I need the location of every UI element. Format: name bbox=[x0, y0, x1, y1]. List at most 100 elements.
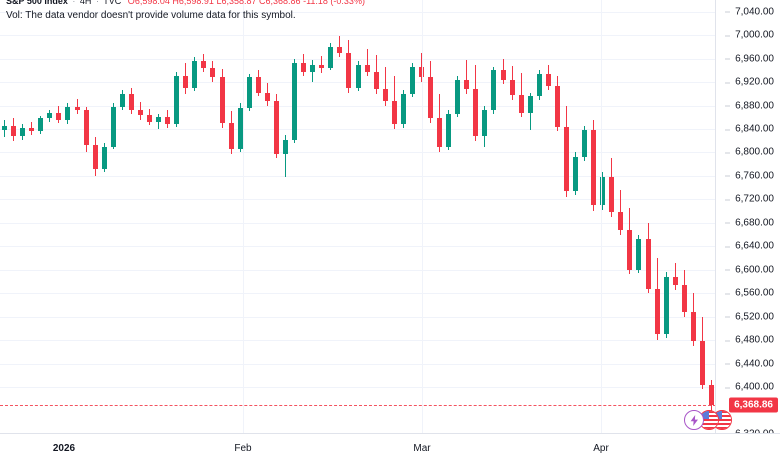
volume-note: Vol: The data vendor doesn't provide vol… bbox=[6, 10, 296, 21]
candlestick bbox=[282, 0, 288, 434]
plot-area[interactable] bbox=[0, 0, 716, 434]
candle-body bbox=[74, 106, 80, 111]
candle-body bbox=[582, 130, 588, 158]
candle-body bbox=[83, 110, 89, 146]
candlestick bbox=[600, 0, 606, 434]
candle-body bbox=[165, 117, 171, 125]
price-tick-mark bbox=[725, 293, 731, 295]
flag-canton bbox=[700, 411, 709, 419]
candle-body bbox=[346, 52, 352, 88]
candle-body bbox=[554, 85, 560, 127]
candlestick bbox=[292, 0, 298, 434]
candle-body bbox=[681, 285, 687, 312]
candlestick bbox=[591, 0, 597, 434]
candlestick bbox=[328, 0, 334, 434]
candlestick bbox=[137, 0, 143, 434]
current-price-line bbox=[0, 405, 716, 407]
candlestick bbox=[246, 0, 252, 434]
price-tick-label: 6,800.00 bbox=[725, 147, 774, 158]
candlestick bbox=[708, 0, 714, 434]
candle-body bbox=[110, 106, 116, 147]
candle-body bbox=[672, 276, 678, 286]
lightning-badge[interactable] bbox=[684, 410, 704, 430]
price-tick-mark bbox=[725, 82, 731, 84]
candle-body bbox=[699, 341, 705, 385]
price-tick-label: 6,840.00 bbox=[725, 124, 774, 135]
price-tick-label: 6,520.00 bbox=[725, 311, 774, 322]
candle-body bbox=[355, 64, 361, 88]
candle-body bbox=[337, 46, 343, 53]
candle-body bbox=[147, 114, 153, 122]
candlestick bbox=[273, 0, 279, 434]
candle-body bbox=[119, 93, 125, 107]
horizontal-gridline bbox=[0, 293, 716, 295]
high-label: H bbox=[172, 0, 179, 6]
candle-body bbox=[418, 66, 424, 78]
price-tick-mark bbox=[725, 316, 731, 318]
candlestick bbox=[455, 0, 461, 434]
candlestick bbox=[545, 0, 551, 434]
candlestick bbox=[237, 0, 243, 434]
candlestick bbox=[219, 0, 225, 434]
candlestick bbox=[636, 0, 642, 434]
price-tick-mark bbox=[725, 199, 731, 201]
candlestick bbox=[110, 0, 116, 434]
timeframe-label[interactable]: 4H bbox=[79, 0, 92, 6]
candle-body bbox=[183, 76, 189, 88]
candle-body bbox=[473, 89, 479, 137]
candlestick bbox=[464, 0, 470, 434]
candlestick bbox=[201, 0, 207, 434]
legend-symbol-row: S&P 500 Index · 4H · TVC O6,598.04 H6,59… bbox=[6, 0, 365, 7]
candle-body bbox=[219, 77, 225, 124]
price-tick-label: 6,880.00 bbox=[725, 100, 774, 111]
candlestick bbox=[536, 0, 542, 434]
candle-body bbox=[246, 77, 252, 108]
candlestick bbox=[47, 0, 53, 434]
candle-body bbox=[364, 64, 370, 72]
candlestick bbox=[518, 0, 524, 434]
price-tick-mark bbox=[725, 129, 731, 131]
horizontal-gridline bbox=[0, 129, 716, 131]
time-axis[interactable]: 2026 Feb Mar Apr bbox=[0, 433, 780, 470]
candlestick bbox=[409, 0, 415, 434]
price-tick-label: 6,920.00 bbox=[725, 77, 774, 88]
price-tick-label: 6,680.00 bbox=[725, 217, 774, 228]
candlestick bbox=[83, 0, 89, 434]
candle-body bbox=[282, 139, 288, 154]
candle-body bbox=[536, 73, 542, 97]
symbol-name[interactable]: S&P 500 Index bbox=[6, 0, 68, 6]
close-label: C bbox=[259, 0, 266, 6]
candle-body bbox=[237, 107, 243, 149]
us-flag-badge-1[interactable] bbox=[699, 410, 719, 430]
candlestick bbox=[672, 0, 678, 434]
candle-body bbox=[273, 100, 279, 154]
candle-body bbox=[201, 60, 207, 69]
current-price-badge[interactable]: 6,368.86 bbox=[729, 397, 778, 413]
candle-body bbox=[137, 110, 143, 115]
price-tick-label: 6,640.00 bbox=[725, 241, 774, 252]
candlestick bbox=[165, 0, 171, 434]
candle-body bbox=[292, 63, 298, 140]
candle-body bbox=[618, 212, 624, 230]
candle-body bbox=[328, 46, 334, 69]
candlestick bbox=[65, 0, 71, 434]
candlestick bbox=[428, 0, 433, 434]
horizontal-gridline bbox=[0, 11, 716, 13]
price-tick-mark bbox=[725, 246, 731, 248]
horizontal-gridline bbox=[0, 316, 716, 318]
candle-body bbox=[708, 384, 714, 406]
candlestick bbox=[346, 0, 352, 434]
candle-wick bbox=[466, 59, 468, 94]
candlestick bbox=[20, 0, 26, 434]
candlestick bbox=[373, 0, 379, 434]
lightning-bolt-icon bbox=[690, 414, 698, 426]
candle-body bbox=[47, 112, 53, 119]
candle-body bbox=[301, 63, 307, 72]
high-value: 6,598.91 bbox=[178, 0, 214, 6]
horizontal-gridline bbox=[0, 387, 716, 389]
price-axis[interactable]: 7,040.00 7,000.00 6,960.00 6,920.00 6,880.00… bbox=[715, 0, 780, 440]
horizontal-gridline bbox=[0, 152, 716, 154]
candlestick bbox=[573, 0, 579, 434]
horizontal-gridline bbox=[0, 222, 716, 224]
candlestick bbox=[364, 0, 370, 434]
